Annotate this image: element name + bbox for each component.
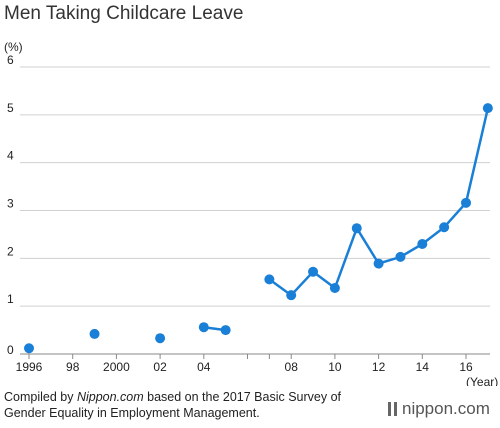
y-axis-label: (%) bbox=[4, 40, 23, 54]
y-tick-label: 0 bbox=[7, 343, 14, 357]
data-point bbox=[461, 197, 471, 208]
data-point bbox=[373, 258, 384, 269]
data-point bbox=[89, 328, 100, 339]
x-tick-label: 98 bbox=[66, 360, 80, 374]
x-tick-label: 04 bbox=[197, 360, 211, 374]
x-tick-label: 2000 bbox=[103, 360, 130, 374]
data-point bbox=[351, 223, 362, 234]
y-tick-labels: 0 1 2 3 4 5 6 bbox=[7, 53, 14, 357]
gridlines bbox=[20, 66, 490, 355]
y-tick-label: 3 bbox=[7, 197, 14, 211]
data-point bbox=[264, 274, 275, 285]
data-point bbox=[155, 333, 166, 344]
chart-title: Men Taking Childcare Leave bbox=[4, 3, 244, 24]
data-point bbox=[482, 103, 493, 114]
brand-text: nippon.com bbox=[402, 399, 490, 418]
bars-icon bbox=[388, 402, 397, 416]
data-point bbox=[308, 266, 319, 277]
y-tick-label: 5 bbox=[7, 101, 14, 115]
y-tick-label: 1 bbox=[7, 292, 14, 306]
source-prefix: Compiled by bbox=[4, 390, 77, 404]
data-point bbox=[329, 282, 340, 293]
source-note: Compiled by Nippon.com based on the 2017… bbox=[4, 389, 384, 421]
data-point bbox=[220, 325, 231, 336]
data-point bbox=[395, 251, 406, 262]
y-tick-label: 6 bbox=[7, 53, 14, 67]
x-tick-label: 10 bbox=[328, 360, 342, 374]
x-axis-label: (Year) bbox=[466, 375, 498, 386]
data-point bbox=[286, 290, 297, 301]
brand-logo: nippon.com bbox=[388, 399, 490, 419]
data-point bbox=[24, 343, 34, 354]
data-point bbox=[439, 222, 450, 233]
series-points bbox=[24, 103, 493, 354]
y-tick-label: 4 bbox=[7, 149, 14, 163]
source-suffix: based on the 2017 Basic Survey of Gender… bbox=[4, 390, 342, 420]
x-tick-label: 12 bbox=[372, 360, 386, 374]
y-tick-label: 2 bbox=[7, 244, 14, 258]
data-point bbox=[198, 322, 209, 333]
data-point bbox=[417, 238, 428, 249]
x-tick-labels: 1996 98 2000 02 04 08 10 12 14 16 bbox=[16, 354, 473, 374]
x-tick-label: 02 bbox=[153, 360, 167, 374]
x-tick-label: 14 bbox=[416, 360, 430, 374]
x-tick-label: 08 bbox=[285, 360, 299, 374]
x-tick-label: 1996 bbox=[16, 360, 43, 374]
source-name: Nippon.com bbox=[76, 390, 144, 404]
series-lines bbox=[203, 107, 490, 332]
x-tick-label: 16 bbox=[459, 360, 473, 374]
